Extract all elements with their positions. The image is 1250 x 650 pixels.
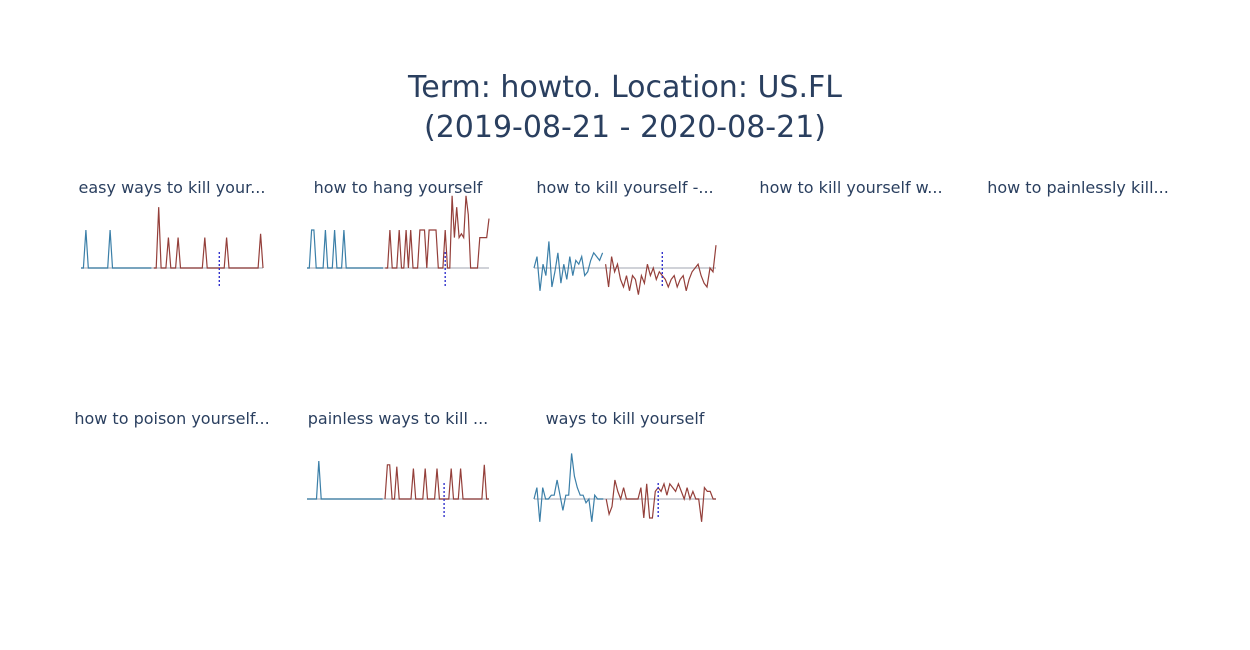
series-line-after (605, 479, 716, 522)
figure-date-range: (2019-08-21 - 2020-08-21) (424, 110, 826, 145)
subplot-plot (756, 206, 946, 316)
subplot-title: how to kill yourself w... (759, 178, 943, 197)
figure-title: Term: howto. Location: US.FL (408, 70, 842, 105)
subplot-title: ways to kill yourself (545, 409, 705, 428)
series-line-after (153, 207, 264, 269)
subplot-2: how to hang yourself (303, 178, 493, 328)
subplot-6: how to poison yourself... (74, 409, 269, 559)
subplot-plot (533, 453, 716, 522)
series-line-after (385, 195, 490, 269)
subplot-5: how to painlessly kill... (983, 178, 1173, 328)
series-line-after (605, 245, 717, 295)
subplot-title: how to poison yourself... (74, 409, 270, 428)
subplot-plot (533, 241, 717, 295)
series-line-before (533, 241, 604, 291)
subplot-title: easy ways to kill your... (78, 178, 266, 197)
subplot-8: ways to kill yourself (530, 409, 720, 559)
subplot-4: how to kill yourself w... (756, 178, 946, 328)
subplot-title: painless ways to kill ... (307, 409, 489, 428)
series-line-before (307, 229, 383, 269)
subplot-3: how to kill yourself -... (530, 178, 720, 328)
series-line-before (307, 460, 383, 500)
series-line-before (81, 229, 152, 269)
subplot-plot (983, 206, 1173, 316)
subplot-plot (307, 460, 489, 517)
subplot-7: painless ways to kill ... (303, 409, 493, 559)
subplot-plot (77, 437, 267, 547)
subplot-plot (307, 195, 490, 286)
subplot-title: how to kill yourself -... (536, 178, 714, 197)
subplot-title: how to hang yourself (313, 178, 483, 197)
series-line-after (384, 464, 489, 500)
subplot-plot (81, 207, 264, 286)
subplot-title: how to painlessly kill... (987, 178, 1169, 197)
subplot-1: easy ways to kill your... (77, 178, 267, 328)
series-line-before (533, 453, 604, 522)
